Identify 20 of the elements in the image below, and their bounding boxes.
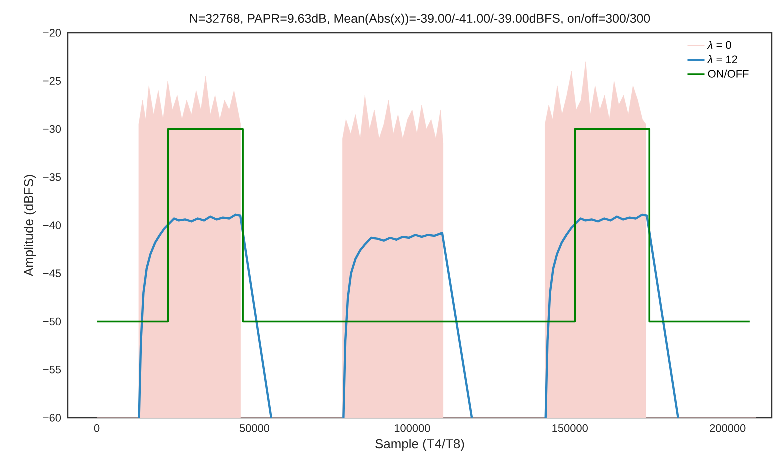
y-tick-label: −55 [43, 366, 62, 374]
y-axis-title: Amplitude (dBFS) [24, 175, 36, 277]
x-tick-label: 0 [94, 424, 100, 432]
x-tick-label: 200000 [710, 424, 746, 432]
legend-label: λ = 12 [707, 55, 738, 64]
x-tick-label: 150000 [552, 424, 588, 432]
x-tick-label: 50000 [240, 424, 270, 432]
x-axis-title: Sample (T4/T8) [376, 439, 464, 452]
y-tick-label: −60 [43, 414, 62, 422]
legend-label: λ = 0 [707, 41, 732, 50]
y-tick-label: −50 [43, 318, 62, 326]
y-tick-label: −20 [43, 29, 62, 37]
y-tick-label: −40 [43, 222, 62, 230]
y-tick-label: −30 [43, 125, 62, 134]
legend-label: ON/OFF [708, 70, 749, 78]
x-tick-label: 100000 [394, 424, 430, 432]
y-tick-label: −35 [43, 173, 62, 182]
y-tick-label: −25 [43, 77, 62, 85]
chart-title: N=32768, PAPR=9.63dB, Mean(Abs(x))=-39.00/-41.00/-39.00dBFS, on/off=300/300 [190, 14, 650, 26]
y-tick-label: −45 [43, 270, 62, 278]
